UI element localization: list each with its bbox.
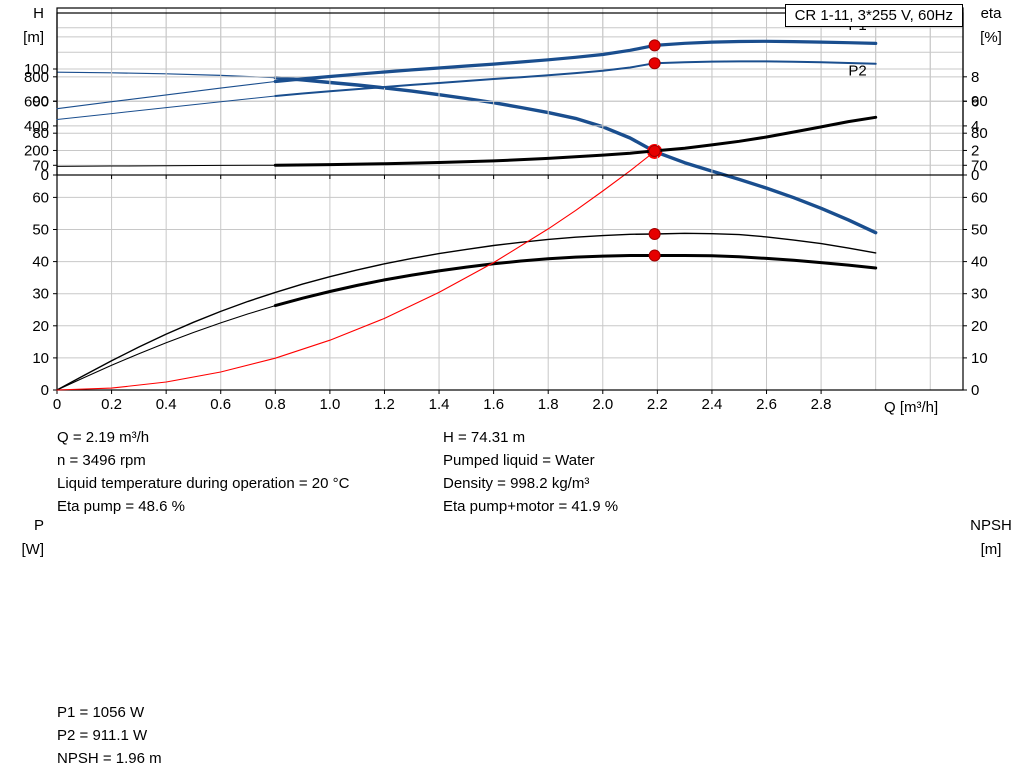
- eta-axis-title: eta [%]: [964, 2, 1018, 50]
- p1-curve: [273, 39, 878, 84]
- q-axis-title: Q [m³/h]: [884, 399, 939, 416]
- p-axis-unit: [W]: [21, 541, 45, 558]
- x-tick-label: 2.6: [756, 396, 777, 413]
- h-axis-title: H [m]: [6, 2, 44, 50]
- eta-pump-motor-text: Eta pump+motor = 41.9 %: [443, 498, 619, 515]
- power-npsh-chart: 020040060080002468P1P2: [24, 12, 979, 184]
- y-left-tick-label: 30: [32, 286, 49, 303]
- x-tick-label: 1.6: [483, 396, 504, 413]
- x-tick-label: 1.8: [538, 396, 559, 413]
- x-tick-label: 2.0: [592, 396, 613, 413]
- y-left-tick-label: 600: [24, 93, 49, 110]
- p2-point: [648, 57, 661, 70]
- duty-info-right: H = 74.31 m Pumped liquid = Water Densit…: [443, 426, 618, 518]
- eta-pump-motor-curve-thin: [56, 305, 276, 391]
- y-right-tick-label: 2: [971, 142, 979, 159]
- eta-pump-text: Eta pump = 48.6 %: [57, 498, 185, 515]
- plot-border: [56, 7, 964, 391]
- y-left-tick-label: 0: [41, 382, 49, 399]
- p1-text: P1 = 1056 W: [57, 704, 145, 721]
- pumped-liquid-text: Pumped liquid = Water: [443, 452, 595, 469]
- duty-info-left: Q = 2.19 m³/h n = 3496 rpm Liquid temper…: [57, 426, 349, 518]
- x-tick-label: 0.2: [101, 396, 122, 413]
- y-left-tick-label: 20: [32, 318, 49, 335]
- x-tick-label: 0.4: [156, 396, 177, 413]
- series-label-p2: P2: [848, 63, 866, 80]
- npsh-axis-symbol: NPSH: [970, 517, 1012, 534]
- p-axis-title: P [W]: [6, 514, 45, 562]
- x-tick-label: 0.8: [265, 396, 286, 413]
- p2-curve-thin: [56, 95, 276, 120]
- h-axis-symbol: H: [33, 5, 44, 22]
- y-left-tick-label: 200: [24, 142, 49, 159]
- speed-text: n = 3496 rpm: [57, 452, 146, 469]
- p1-point: [648, 39, 661, 52]
- npsh-curve: [273, 115, 878, 167]
- pump-legend-label: CR 1-11, 3*255 V, 60Hz: [794, 7, 953, 24]
- y-right-tick-label: 8: [971, 69, 979, 86]
- eta-axis-unit: [%]: [980, 29, 1002, 46]
- x-tick-label: 1.0: [319, 396, 340, 413]
- y-left-tick-label: 0: [41, 167, 49, 184]
- y-right-tick-label: 60: [971, 189, 988, 206]
- eta-axis-symbol: eta: [980, 5, 1002, 22]
- y-right-tick-label: 20: [971, 318, 988, 335]
- y-right-tick-label: 90: [971, 93, 988, 110]
- y-left-tick-label: 10: [32, 350, 49, 367]
- p2-curve: [274, 60, 877, 97]
- y-right-tick-label: 4: [971, 118, 979, 135]
- npsh-curve-thin: [56, 164, 276, 167]
- y-left-tick-label: 60: [32, 189, 49, 206]
- x-tick-label: 2.8: [811, 396, 832, 413]
- density-text: Density = 998.2 kg/m³: [443, 475, 590, 492]
- p2-text: P2 = 911.1 W: [57, 727, 148, 744]
- y-left-tick-label: 90: [32, 93, 49, 110]
- y-right-tick-label: 30: [971, 286, 988, 303]
- y-right-tick-label: 6: [971, 93, 979, 110]
- y-right-tick-label: 80: [971, 125, 988, 142]
- eta-pump-point: [648, 227, 661, 240]
- x-tick-label: 0: [53, 396, 61, 413]
- eta-pump-motor-point: [648, 249, 661, 262]
- y-right-tick-label: 40: [971, 254, 988, 271]
- npsh-axis-title: NPSH [m]: [964, 514, 1018, 562]
- y-right-tick-label: 50: [971, 221, 988, 238]
- npsh-point: [648, 144, 661, 157]
- y-right-tick-label: 0: [971, 167, 979, 184]
- pump-legend-box: CR 1-11, 3*255 V, 60Hz: [784, 4, 963, 27]
- y-left-tick-label: 50: [32, 221, 49, 238]
- x-tick-label: 2.2: [647, 396, 668, 413]
- npsh-axis-unit: [m]: [980, 541, 1002, 558]
- p-axis-symbol: P: [33, 517, 44, 534]
- y-right-tick-label: 0: [971, 382, 979, 399]
- npsh-text: NPSH = 1.96 m: [57, 750, 162, 767]
- x-tick-label: 1.2: [374, 396, 395, 413]
- y-right-tick-label: 10: [971, 350, 988, 367]
- y-right-tick-label: 70: [971, 157, 988, 174]
- y-left-tick-label: 100: [24, 61, 49, 78]
- y-left-tick-label: 800: [24, 69, 49, 86]
- h-axis-unit: [m]: [23, 29, 44, 46]
- eta-pump-curve: [56, 232, 877, 391]
- y-left-tick-label: 80: [32, 125, 49, 142]
- y-left-tick-label: 400: [24, 118, 49, 135]
- temperature-text: Liquid temperature during operation = 20…: [57, 475, 350, 492]
- x-tick-label: 0.6: [210, 396, 231, 413]
- plot-border: [56, 12, 964, 176]
- x-tick-label: 1.4: [429, 396, 450, 413]
- p1-curve-thin: [56, 80, 276, 110]
- eta-pump-motor-curve: [273, 254, 878, 308]
- power-info: P1 = 1056 W P2 = 911.1 W NPSH = 1.96 m: [57, 701, 162, 770]
- duty-head-text: H = 74.31 m: [443, 429, 526, 446]
- y-left-tick-label: 40: [32, 254, 49, 271]
- y-left-tick-label: 70: [32, 157, 49, 174]
- system-curve: [56, 150, 656, 391]
- duty-flow-text: Q = 2.19 m³/h: [57, 429, 150, 446]
- x-tick-label: 2.4: [702, 396, 723, 413]
